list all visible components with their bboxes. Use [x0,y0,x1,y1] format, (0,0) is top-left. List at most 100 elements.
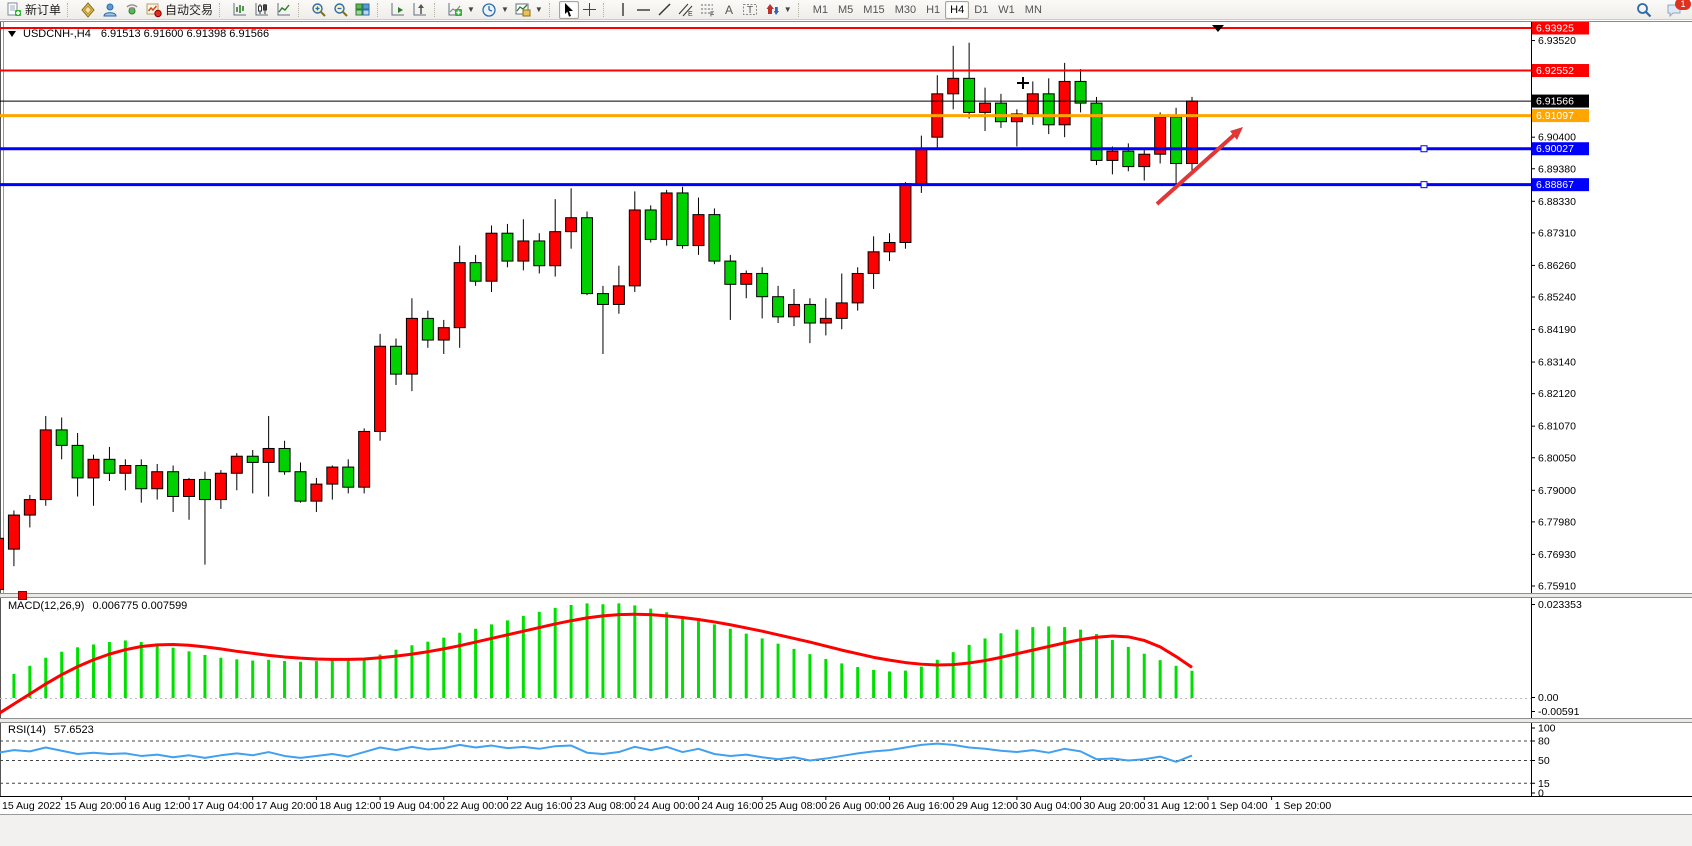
candle-bullish [628,209,641,287]
trendline-tool-button[interactable] [654,1,675,19]
time-axis-label: 18 Aug 12:00 [319,800,381,812]
candle-bullish [899,183,912,243]
price-line-label: 6.93925 [1536,23,1574,35]
toolbar-grip [797,2,805,17]
price-tick-label: 6.93520 [1538,35,1576,47]
candle-bullish [1026,93,1039,115]
arrows-tool-button[interactable]: ▼ [761,1,795,19]
candle-bullish [119,465,132,474]
periods-button[interactable]: ▼ [478,1,512,19]
fibonacci-tool-button[interactable]: F [697,1,719,19]
one-click-trading-toggle[interactable] [8,28,19,40]
candlestick-mode-button[interactable] [251,1,273,19]
pane-separator-macd[interactable] [0,593,1692,598]
candle-bearish [1074,80,1087,104]
line-handle [1420,145,1428,153]
auto-scroll-button[interactable] [387,1,409,19]
metaeditor-icon [81,1,95,18]
chart-title: USDCNH-,H4 6.91513 6.91600 6.91398 6.915… [8,28,269,40]
timeframe-h4-button[interactable]: H4 [945,0,970,19]
time-axis-label: 15 Aug 20:00 [65,800,127,812]
time-axis[interactable]: 15 Aug 2022 15 Aug 20:00 16 Aug 12:00 17 Au… [0,796,1692,814]
candle-bullish [819,317,832,324]
notifications-button[interactable]: 1 [1663,0,1691,19]
candle-bearish [390,345,402,375]
timeframe-m1-button[interactable]: M1 [808,1,833,19]
timeframe-d1-button[interactable]: D1 [969,1,993,19]
new-order-button[interactable]: 新订单 [3,1,64,19]
horizontal-line-tool-button[interactable] [633,1,654,19]
timeframe-m15-button[interactable]: M15 [858,1,889,19]
pane-separator-rsi[interactable] [0,718,1692,723]
candle-bullish [23,499,36,516]
candle-bearish [596,293,609,305]
price-tick-label: 6.84190 [1538,324,1576,336]
toolbar: 新订单 自动交易 [0,0,1692,20]
bar-chart-mode-button[interactable] [229,1,251,19]
price-line-label: 6.91566 [1536,96,1574,108]
dropdown-caret: ▼ [467,5,475,14]
bar-chart-icon [233,2,247,15]
new-order-label: 新订单 [25,3,62,17]
macd-pane[interactable]: 0.023353 0.00 -0.00591 [0,598,1692,718]
svg-text:E: E [688,11,693,17]
time-axis-label: 31 Aug 12:00 [1147,800,1209,812]
auto-trading-button[interactable]: 自动交易 [143,1,216,19]
svg-text:F: F [710,12,714,18]
candle-bullish [915,149,928,185]
toolbar-right-group: 1 [1633,0,1691,19]
candle-bearish [135,465,148,490]
price-line-label: 6.91097 [1536,110,1574,122]
signals-button[interactable] [121,1,143,19]
dropdown-caret: ▼ [534,5,543,14]
object-anchor-square[interactable] [18,591,27,600]
text-label-tool-button[interactable]: T [739,1,761,19]
rsi-value: 57.6523 [53,724,94,736]
templates-button[interactable]: ▼ [512,1,546,19]
line-handle [1420,181,1428,189]
toolbar-grip [434,2,441,17]
tile-windows-button[interactable] [352,1,374,19]
price-tick-label: 6.80050 [1538,452,1576,464]
zoom-out-button[interactable] [330,1,352,19]
collapse-triangle-icon [8,31,16,37]
community-button[interactable] [99,1,121,19]
time-axis-label: 24 Aug 16:00 [701,800,763,812]
candle-bearish [342,466,355,488]
time-axis-label: 24 Aug 00:00 [638,800,700,812]
candle-bullish [1186,100,1198,165]
candle-bullish [740,272,753,285]
timeframe-w1-button[interactable]: W1 [993,1,1020,19]
vertical-line-tool-button[interactable] [613,1,633,19]
candle-bullish [1010,113,1023,123]
timeframe-m5-button[interactable]: M5 [833,1,858,19]
indicators-button[interactable]: ▼ [444,1,478,19]
price-tick-label: 6.77980 [1538,516,1576,528]
time-axis-label: 1 Sep 20:00 [1275,800,1332,812]
auto-scroll-icon [391,2,405,15]
candlestick-chart-icon [255,2,269,15]
candle-bearish [167,471,180,497]
candle-bullish [851,272,864,304]
candle-bullish [374,345,387,432]
search-button[interactable] [1633,1,1655,19]
equidistant-channel-tool-button[interactable]: E [675,1,697,19]
signals-icon [126,3,138,14]
cursor-tool-button[interactable] [558,0,579,19]
price-tick-label: 6.79000 [1538,485,1576,497]
timeframe-m30-button[interactable]: M30 [890,1,921,19]
dropdown-caret: ▼ [783,5,792,14]
timeframe-mn-button[interactable]: MN [1020,1,1047,19]
timeframe-h1-button[interactable]: H1 [921,1,945,19]
main-price-pane[interactable]: 6.93520 6.90400 6.89380 6.88330 6.87310 6.862… [0,22,1692,593]
crosshair-tool-button[interactable] [579,1,600,19]
svg-text:T: T [747,5,753,16]
chart-shift-button[interactable] [409,1,431,19]
text-tool-button[interactable]: A [719,1,739,19]
metaeditor-button[interactable] [77,1,99,19]
zoom-in-button[interactable] [308,1,330,19]
line-chart-mode-button[interactable] [273,1,295,19]
chart-shift-marker-icon [1212,25,1224,32]
toolbar-grip [548,2,556,17]
